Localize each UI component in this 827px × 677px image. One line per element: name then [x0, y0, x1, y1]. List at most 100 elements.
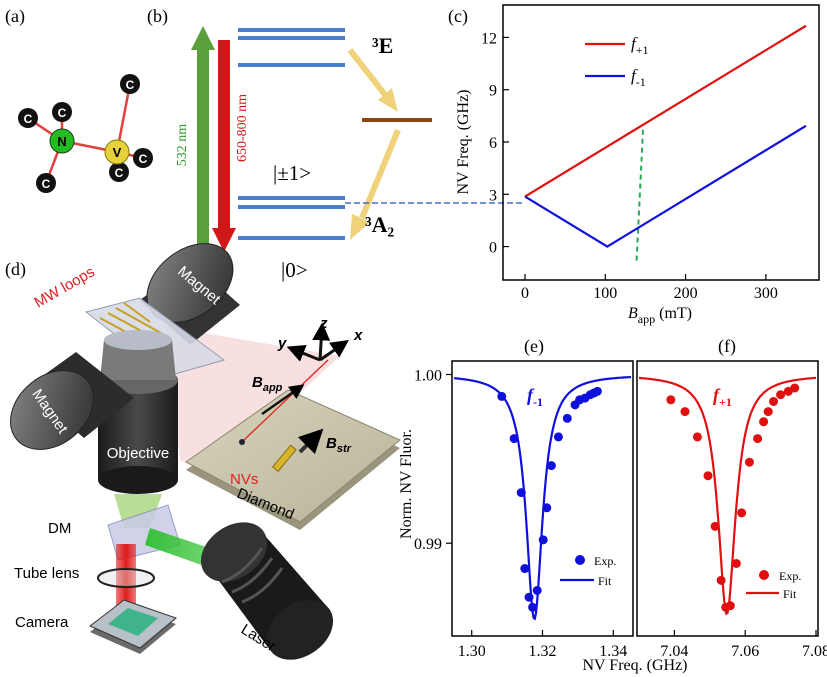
chart-c-xlabel: Bapp (mT) — [628, 305, 692, 326]
chart-f-point — [725, 601, 735, 611]
legend-label-fplus1: f+1 — [631, 34, 649, 57]
panel-label-f: (f) — [718, 336, 736, 357]
excited-level-2 — [238, 36, 345, 40]
chart-e-xtick-label: 1.34 — [599, 643, 627, 660]
panel-label-b: (b) — [147, 6, 168, 27]
ground-pm1-level-1 — [238, 196, 345, 200]
legend-label-exp: Exp. — [594, 554, 616, 568]
carbon-atom-5: C — [109, 162, 129, 182]
chart-f-label: f+1 — [713, 385, 732, 409]
axis-x-label: x — [353, 327, 363, 344]
chart-f-point — [666, 395, 676, 405]
b-str-label: Bstr — [326, 435, 352, 455]
chart-f-point — [692, 432, 702, 442]
svg-text:C: C — [42, 177, 51, 191]
carbon-atom-2: C — [52, 102, 72, 122]
chart-c-xtick-label: 100 — [593, 285, 617, 302]
ground-state-label: ³A₂ — [365, 212, 394, 237]
chart-f-point — [716, 575, 726, 585]
laser-source: Laser — [200, 522, 334, 660]
excited-level-1 — [238, 28, 345, 32]
svg-text:C: C — [126, 78, 135, 92]
chart-c-ytick-label: 12 — [481, 30, 497, 47]
camera-label: Camera — [15, 614, 69, 631]
chart-f-xtick-label: 7.04 — [660, 643, 688, 660]
pump-wavelength-label: 532 nm — [175, 124, 190, 167]
chart-e-point — [592, 386, 602, 396]
legend-label-fit: Fit — [598, 574, 612, 588]
chart-e-label: f-1 — [527, 385, 543, 409]
excited-state-label: ³E — [372, 33, 393, 58]
diamond-plate: NVs Bstr — [185, 359, 401, 530]
chart-c-xtick-label: 300 — [754, 285, 778, 302]
panel-label-a: (a) — [5, 6, 25, 27]
chart-e-xtick-label: 1.30 — [458, 643, 486, 660]
ground-pm1-level-2 — [238, 205, 345, 209]
chart-e-point — [520, 564, 530, 574]
chart-c-annotation-line — [635, 129, 645, 261]
chart-f-legend: Exp. Fit — [746, 569, 801, 601]
chart-c-ytick-label: 0 — [489, 240, 497, 257]
chart-e-xtick-label: 1.32 — [529, 643, 557, 660]
chart-c-xtick-label: 0 — [521, 285, 529, 302]
axis-z-label: z — [319, 315, 328, 332]
singlet-level — [362, 118, 432, 122]
tube-lens — [97, 568, 155, 588]
svg-text:C: C — [139, 152, 148, 166]
chart-e-ytick-label: 1.00 — [414, 367, 442, 384]
emission-wavelength-label: 650-800 nm — [235, 94, 250, 162]
chart-f-xtick-label: 7.08 — [802, 643, 827, 660]
pm1-state-label: |±1> — [273, 161, 311, 185]
chart-c-series-fminus1 — [524, 124, 807, 248]
chart-f-point — [769, 396, 779, 406]
chart-e-point — [562, 413, 572, 423]
panel-label-d: (d) — [5, 259, 26, 280]
legend-label-fit: Fit — [783, 587, 797, 601]
chart-e-point — [538, 535, 548, 545]
chart-f-point — [776, 390, 786, 400]
excited-level-3 — [238, 63, 345, 67]
chart-f-point — [753, 434, 763, 444]
legend-label-exp: Exp. — [779, 569, 801, 583]
svg-text:C: C — [115, 166, 124, 180]
chart-e-legend: Exp. Fit — [560, 554, 616, 588]
chart-e-point — [528, 602, 538, 612]
legend-label-fminus1: f-1 — [631, 66, 646, 89]
panel-label-c: (c) — [448, 6, 468, 27]
chart-f-xtick-label: 7.06 — [731, 643, 759, 660]
camera-sensor — [89, 599, 178, 654]
svg-text:V: V — [113, 145, 122, 160]
chart-f-point — [731, 558, 741, 568]
carbon-atom-1: C — [18, 108, 38, 128]
chart-e-point — [509, 434, 519, 444]
b-app-label: Bapp — [252, 374, 283, 394]
chart-f-point — [759, 417, 769, 427]
chart-e-point — [553, 432, 563, 442]
vacancy-site: V — [104, 139, 130, 165]
chart-e-point — [524, 592, 534, 602]
chart-c-series-fplus1 — [524, 24, 807, 198]
svg-text:N: N — [57, 134, 66, 149]
chart-f-fit-curve — [639, 376, 817, 616]
chart-c-ytick-label: 9 — [489, 83, 497, 100]
chart-e-point — [546, 461, 556, 471]
chart-e-point — [516, 488, 526, 498]
chart-c: 0 3 6 9 12 0 100 200 300 f+1 f-1 NV Freq. (GHz)… — [455, 4, 820, 326]
chart-c-legend: f+1 f-1 — [585, 34, 649, 89]
zero-state-label: |0> — [281, 258, 308, 282]
chart-c-ytick-label: 3 — [489, 187, 497, 204]
chart-e-point — [532, 585, 542, 595]
objective-label: Objective — [107, 445, 170, 462]
energy-level-diagram: 532 nm 650-800 nm ³E ³A₂ |±1> |0> — [175, 26, 522, 282]
carbon-atom-4: C — [120, 74, 140, 94]
coordinate-axes — [286, 322, 349, 362]
dm-label: DM — [48, 520, 71, 537]
chart-e: 1.30 1.32 1.34 0.99 1.00 f-1 Exp. Fit Norm.… — [398, 360, 634, 660]
intersystem-crossing-arrow — [347, 48, 398, 112]
chart-f-point — [703, 471, 713, 481]
left-magnet: Magnet — [10, 352, 134, 450]
chart-e-point — [497, 391, 507, 401]
chart-e-ytick-label: 0.99 — [414, 536, 442, 553]
legend-marker-exp — [575, 555, 585, 565]
